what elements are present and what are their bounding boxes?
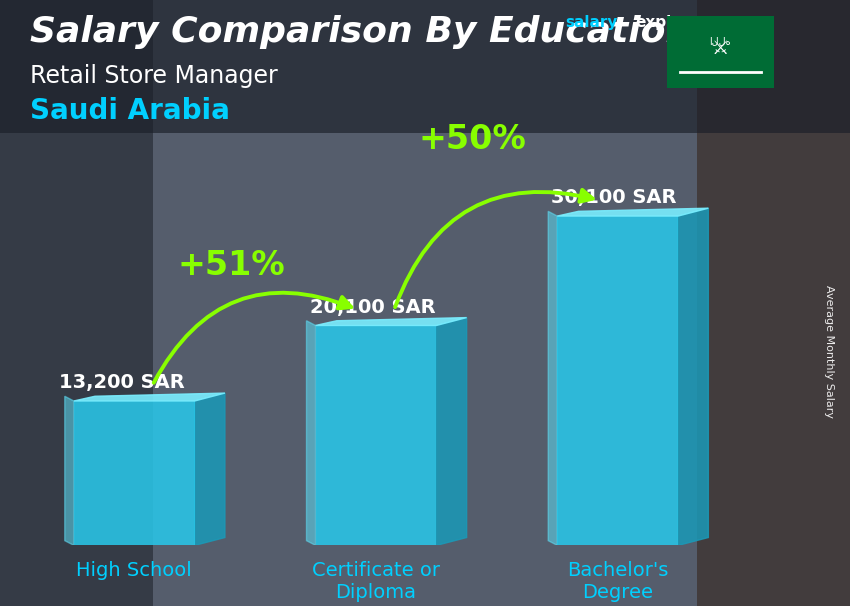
Polygon shape [436,318,467,545]
Bar [315,325,436,545]
Text: Saudi Arabia: Saudi Arabia [30,97,230,125]
Text: الله: الله [710,36,731,47]
Text: 30,100 SAR: 30,100 SAR [552,188,677,207]
Polygon shape [65,396,74,545]
Text: salary: salary [565,15,618,30]
Polygon shape [315,318,467,325]
Bar [558,216,678,545]
Polygon shape [74,393,225,401]
Text: +50%: +50% [419,123,526,156]
Polygon shape [548,211,558,545]
Text: Retail Store Manager: Retail Store Manager [30,64,277,88]
Bar [74,401,195,545]
Polygon shape [307,321,315,545]
Polygon shape [195,393,225,545]
Polygon shape [558,208,708,216]
Text: 13,200 SAR: 13,200 SAR [60,373,185,392]
Text: Average Monthly Salary: Average Monthly Salary [824,285,834,418]
Polygon shape [678,208,708,545]
Text: ⚔: ⚔ [711,39,729,58]
Text: +51%: +51% [177,249,285,282]
Text: .com: .com [715,15,756,30]
Text: Salary Comparison By Education: Salary Comparison By Education [30,15,691,49]
Text: explorer: explorer [636,15,708,30]
Text: 20,100 SAR: 20,100 SAR [309,298,435,317]
